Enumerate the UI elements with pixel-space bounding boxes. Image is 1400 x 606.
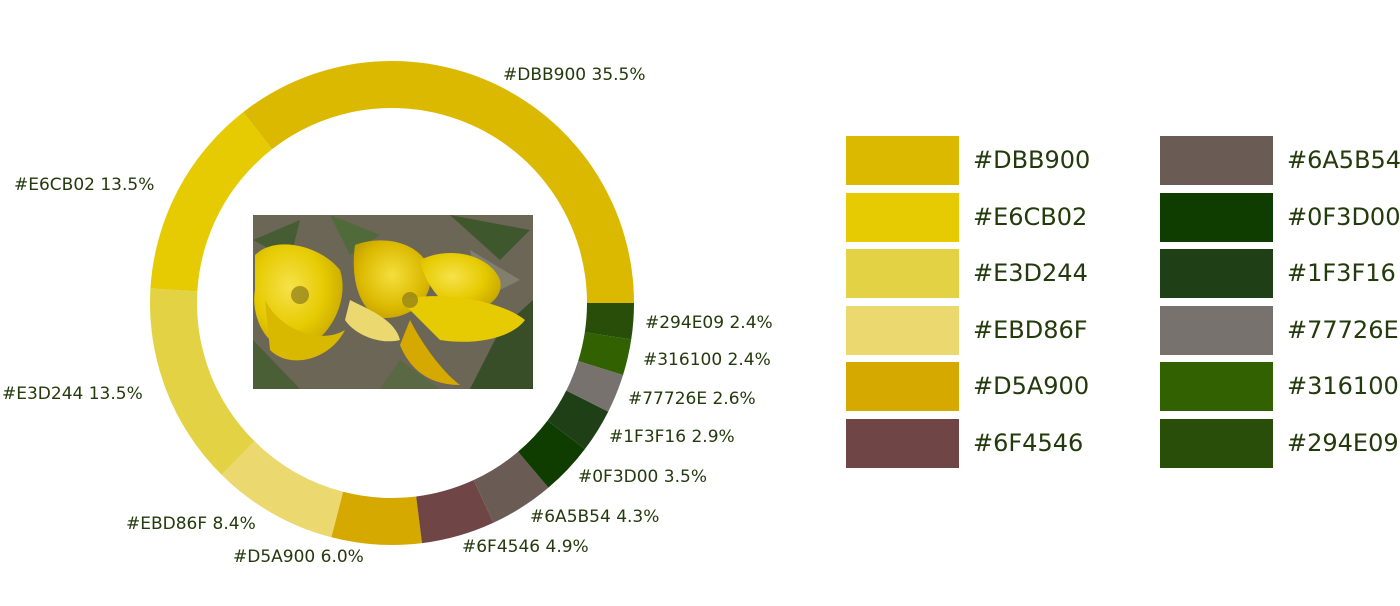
donut-slice bbox=[578, 332, 632, 375]
slice-labels: #DBB900 35.5% #E6CB02 13.5% #E3D244 13.5% #… bbox=[2, 65, 773, 567]
donut-slice bbox=[150, 112, 273, 292]
legend-swatch bbox=[846, 362, 959, 411]
slice-label: #EBD86F 8.4% bbox=[126, 514, 256, 534]
legend-swatch bbox=[846, 249, 959, 298]
legend-swatch bbox=[846, 193, 959, 242]
donut-chart: #DBB900 35.5% #E6CB02 13.5% #E3D244 13.5% #… bbox=[2, 61, 773, 567]
legend-swatch bbox=[846, 306, 959, 355]
legend-swatch bbox=[1160, 193, 1273, 242]
center-photo bbox=[253, 215, 533, 389]
legend-label: #DBB900 bbox=[973, 146, 1091, 174]
donut-slice bbox=[150, 288, 255, 475]
legend-swatch bbox=[1160, 362, 1273, 411]
legend-swatch bbox=[1160, 136, 1273, 185]
legend-label: #6A5B54 bbox=[1287, 146, 1400, 174]
donut-slice bbox=[416, 480, 494, 544]
donut-slice bbox=[584, 303, 634, 340]
donut-slice bbox=[566, 360, 624, 412]
slice-label: #DBB900 35.5% bbox=[503, 65, 646, 85]
legend-label: #1F3F16 bbox=[1287, 259, 1396, 287]
legend-swatch bbox=[1160, 306, 1273, 355]
legend-swatch bbox=[846, 419, 959, 468]
donut-slice bbox=[547, 390, 609, 450]
legend-label: #77726E bbox=[1287, 316, 1399, 344]
donut-slices bbox=[150, 61, 634, 545]
slice-label: #6A5B54 4.3% bbox=[530, 507, 659, 527]
donut-slice bbox=[331, 491, 422, 545]
slice-label: #0F3D00 3.5% bbox=[578, 467, 707, 487]
donut-slice bbox=[243, 61, 634, 304]
slice-label: #E3D244 13.5% bbox=[2, 384, 143, 404]
slice-label: #6F4546 4.9% bbox=[462, 537, 589, 557]
slice-label: #77726E 2.6% bbox=[628, 389, 756, 409]
legend-label: #316100 bbox=[1287, 372, 1399, 400]
legend-label: #6F4546 bbox=[973, 429, 1084, 457]
legend-label: #294E09 bbox=[1287, 429, 1399, 457]
legend-label: #E3D244 bbox=[973, 259, 1088, 287]
legend-swatch bbox=[1160, 249, 1273, 298]
slice-label: #E6CB02 13.5% bbox=[14, 175, 154, 195]
donut-slice bbox=[473, 451, 549, 523]
slice-label: #294E09 2.4% bbox=[645, 313, 773, 333]
legend-swatch bbox=[1160, 419, 1273, 468]
legend-swatch bbox=[846, 136, 959, 185]
legend-label: #E6CB02 bbox=[973, 203, 1088, 231]
legend-label: #EBD86F bbox=[973, 316, 1088, 344]
slice-label: #316100 2.4% bbox=[643, 350, 771, 370]
donut-slice bbox=[518, 420, 585, 488]
slice-label: #1F3F16 2.9% bbox=[609, 427, 735, 447]
slice-label: #D5A900 6.0% bbox=[233, 547, 364, 567]
legend-label: #0F3D00 bbox=[1287, 203, 1400, 231]
donut-slice bbox=[221, 441, 344, 538]
legend-label: #D5A900 bbox=[973, 372, 1090, 400]
